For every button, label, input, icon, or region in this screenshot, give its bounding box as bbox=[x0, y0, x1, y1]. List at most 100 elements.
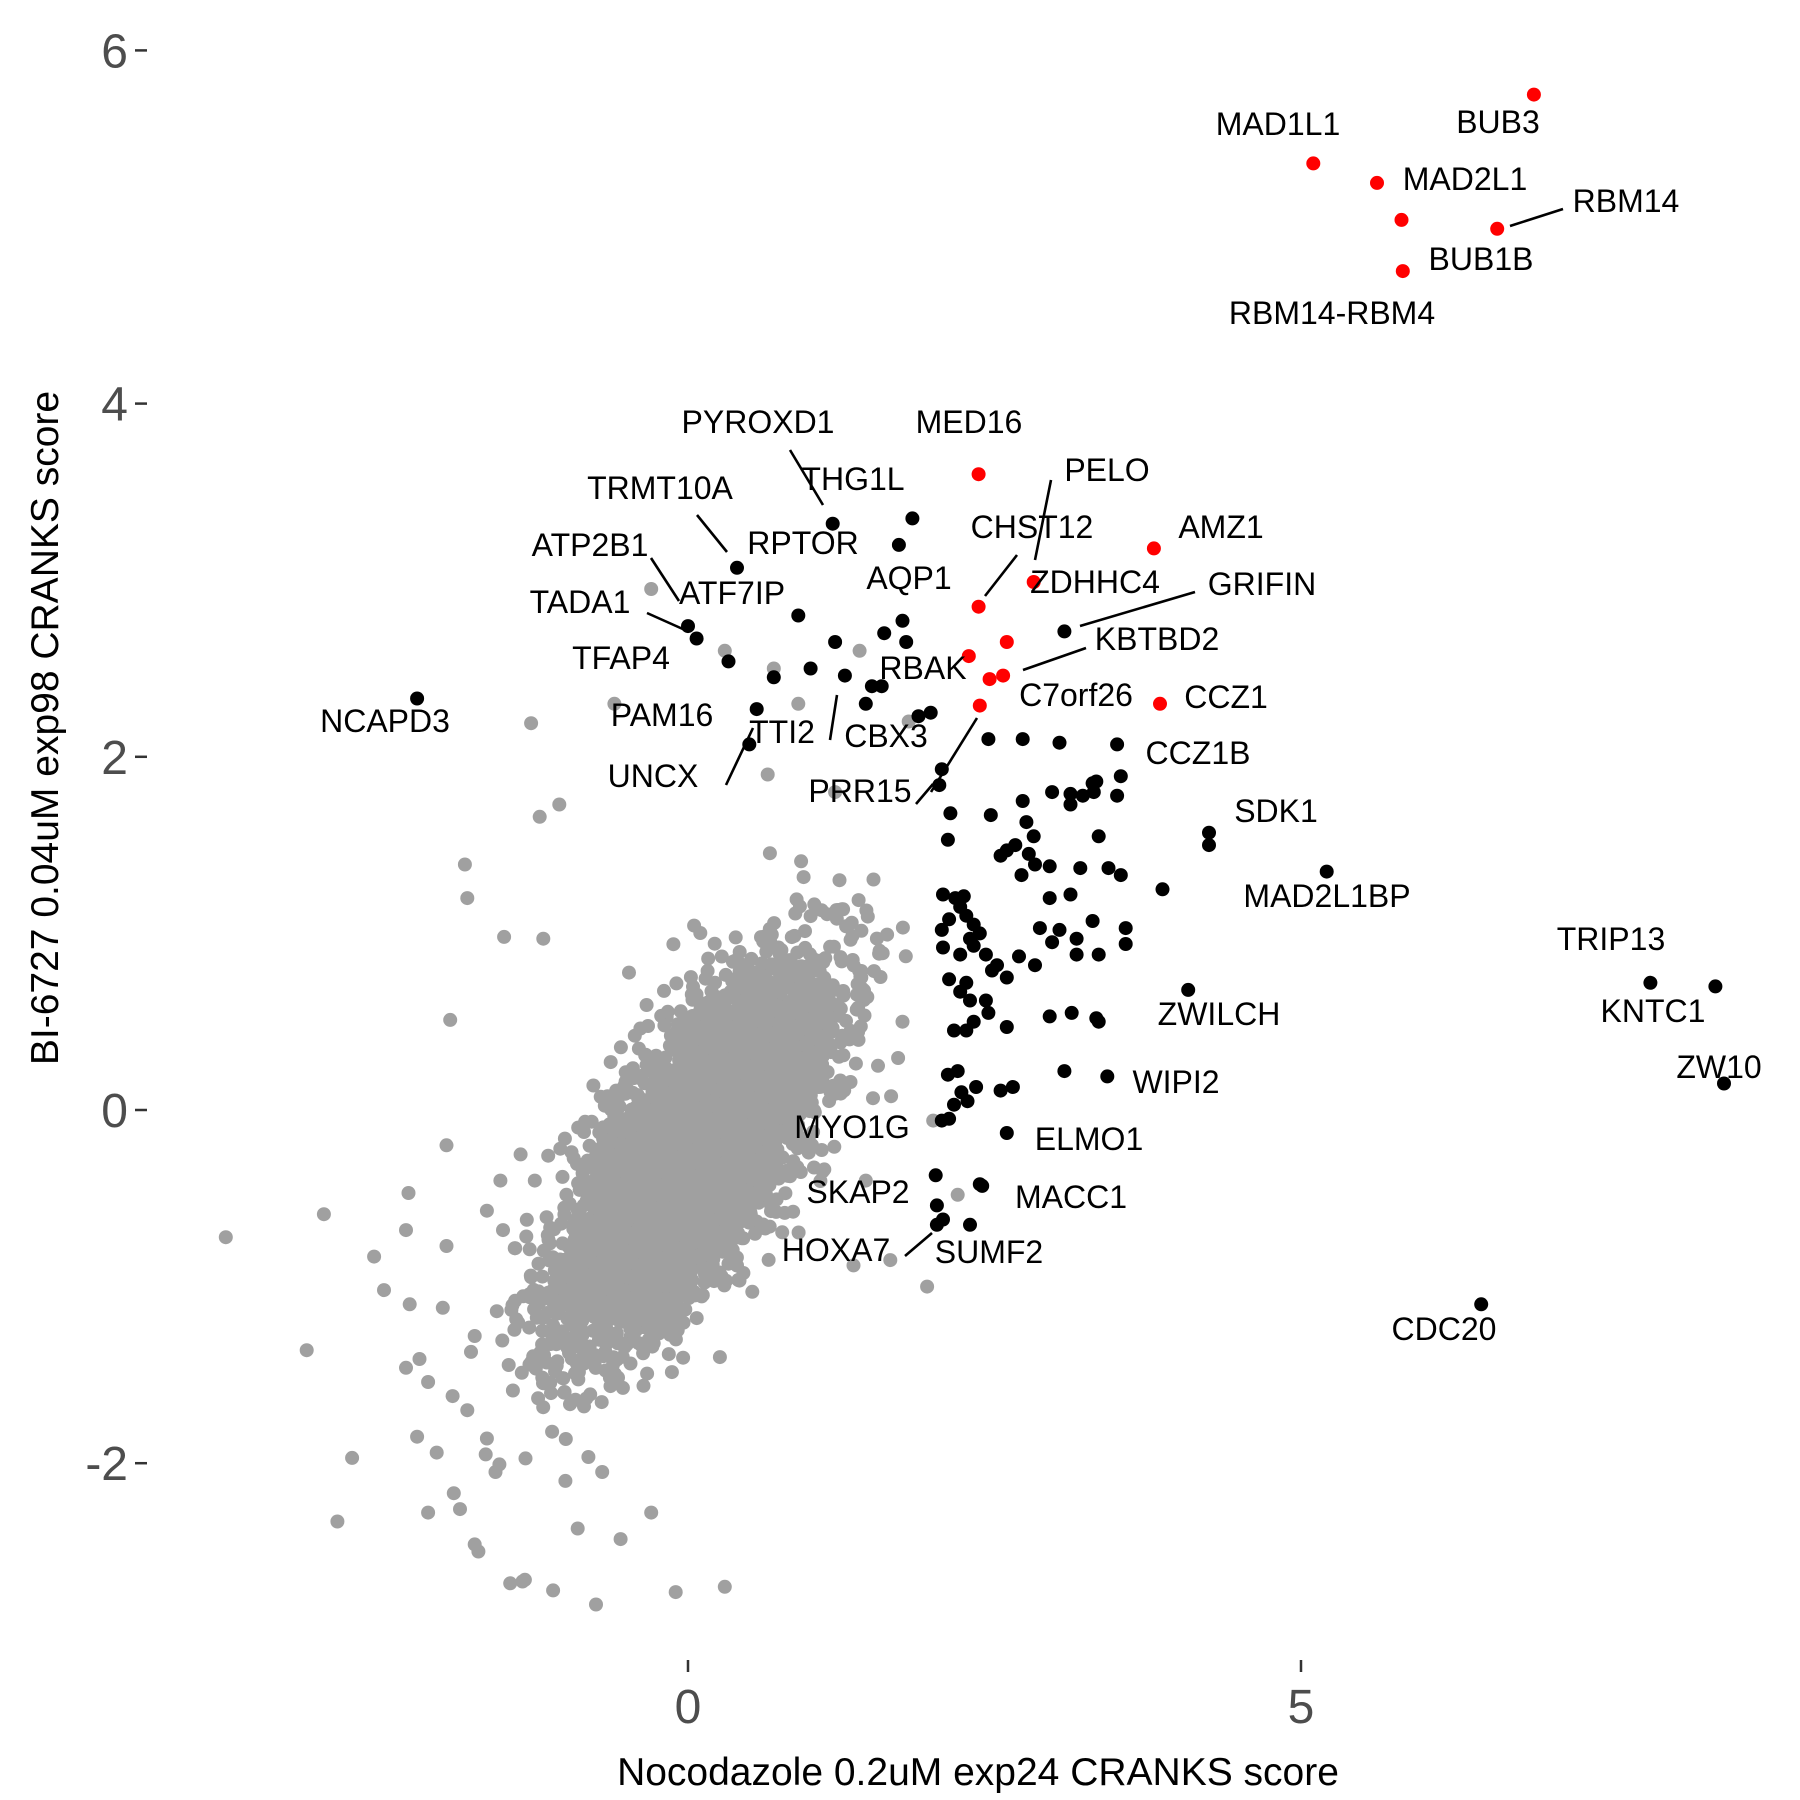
bulk-point bbox=[594, 1395, 609, 1410]
bulk-point bbox=[620, 1137, 635, 1152]
bulk-point bbox=[557, 1200, 572, 1215]
bulk-point bbox=[558, 1432, 573, 1446]
bulk-point bbox=[584, 1114, 599, 1129]
bulk-point bbox=[794, 991, 808, 1006]
bulk-point bbox=[667, 1229, 681, 1244]
bulk-point bbox=[575, 1328, 590, 1343]
bulk-point bbox=[706, 1052, 721, 1067]
bulk-point bbox=[742, 1118, 757, 1133]
bulk-point bbox=[803, 909, 818, 924]
bulk-point bbox=[766, 1065, 781, 1080]
bulk-point bbox=[581, 1450, 596, 1464]
bulk-point bbox=[866, 872, 881, 887]
bulk-point bbox=[756, 1038, 771, 1053]
bulk-point bbox=[579, 1391, 594, 1406]
bulk-point bbox=[519, 1229, 534, 1244]
bulk-point bbox=[489, 1304, 504, 1319]
bulk-point bbox=[823, 1085, 838, 1100]
bulk-point bbox=[564, 1351, 579, 1366]
bulk-point bbox=[563, 1397, 577, 1412]
bulk-point bbox=[775, 1225, 790, 1240]
bulk-point bbox=[712, 1350, 727, 1365]
bulk-point bbox=[782, 953, 797, 968]
bulk-point bbox=[535, 1323, 550, 1338]
bulk-point bbox=[524, 1354, 539, 1369]
bulk-point bbox=[557, 1385, 572, 1399]
bulk-point bbox=[697, 1008, 712, 1023]
bulk-point bbox=[625, 1061, 640, 1076]
bulk-point bbox=[546, 1325, 561, 1339]
bulk-point bbox=[527, 1302, 542, 1317]
bulk-point bbox=[657, 983, 671, 998]
bulk-point bbox=[666, 937, 681, 952]
bulk-point bbox=[689, 1311, 704, 1326]
bulk-point bbox=[693, 926, 708, 940]
bulk-point bbox=[848, 1056, 863, 1071]
bulk-point bbox=[806, 1125, 821, 1139]
bulk-point bbox=[637, 1076, 652, 1091]
bulk-point bbox=[807, 1160, 821, 1175]
bulk-point bbox=[851, 893, 866, 908]
bulk-point bbox=[793, 1004, 808, 1019]
bulk-point bbox=[767, 916, 782, 931]
bulk-point bbox=[577, 1125, 591, 1139]
bulk-point bbox=[664, 1365, 679, 1380]
bulk-point bbox=[803, 964, 818, 979]
bulk-point bbox=[700, 963, 715, 978]
bulk-point bbox=[569, 1287, 584, 1302]
bulk-point bbox=[557, 1131, 572, 1146]
bulk-point bbox=[733, 1173, 747, 1188]
bulk-point bbox=[681, 1265, 695, 1280]
bulk-point bbox=[519, 1212, 534, 1227]
bulk-point bbox=[745, 1284, 760, 1299]
bulk-point bbox=[707, 1274, 721, 1289]
bulk-point bbox=[791, 1225, 806, 1240]
bulk-point bbox=[759, 1188, 774, 1203]
bulk-point bbox=[829, 911, 844, 926]
bulk-point bbox=[597, 1098, 612, 1113]
bulk-point bbox=[603, 1379, 618, 1394]
bulk-point bbox=[686, 1012, 701, 1027]
bulk-point bbox=[571, 1372, 586, 1387]
bulk-point bbox=[727, 1231, 742, 1246]
bulk-point bbox=[586, 1078, 601, 1093]
bulk-point bbox=[701, 1210, 716, 1225]
bulk-point bbox=[579, 1193, 594, 1208]
bulk-point bbox=[798, 924, 812, 939]
bulk-point bbox=[728, 930, 743, 945]
bulk-point bbox=[766, 1155, 781, 1170]
bulk-point bbox=[837, 1083, 852, 1098]
bulk-point bbox=[684, 987, 699, 1002]
bulk-point bbox=[496, 1223, 510, 1238]
bulk-point bbox=[603, 1055, 618, 1070]
bulk-point bbox=[740, 1184, 755, 1199]
bulk-point bbox=[634, 1338, 649, 1353]
bulk-point bbox=[535, 1310, 550, 1325]
bulk-point bbox=[555, 1169, 570, 1184]
bulk-point bbox=[547, 1222, 561, 1237]
bulk-point bbox=[627, 1028, 642, 1043]
bulk-point bbox=[849, 1002, 864, 1017]
bulk-point bbox=[514, 1365, 529, 1380]
bulk-point bbox=[797, 1038, 812, 1052]
bulk-point bbox=[643, 1303, 658, 1318]
bulk-point bbox=[658, 1278, 673, 1293]
bulk-point bbox=[726, 982, 741, 997]
bulk-point bbox=[782, 970, 796, 985]
bulk-point bbox=[623, 1356, 638, 1371]
bulk-point bbox=[575, 1242, 590, 1256]
bulk-point bbox=[895, 920, 910, 935]
bulk-point bbox=[792, 899, 807, 914]
bulk-point bbox=[589, 1277, 604, 1292]
bulk-point bbox=[541, 1232, 556, 1247]
bulk-point bbox=[505, 1383, 520, 1398]
bulk-point bbox=[593, 1326, 608, 1341]
bulk-point bbox=[593, 1212, 608, 1227]
bulk-point bbox=[644, 1325, 659, 1340]
bulk-point bbox=[546, 1304, 561, 1319]
bulk-point bbox=[867, 964, 881, 979]
bulk-point bbox=[539, 1210, 554, 1225]
bulk-point bbox=[524, 1270, 539, 1285]
bulk-point bbox=[596, 1131, 611, 1146]
bulk-point bbox=[676, 1315, 691, 1330]
